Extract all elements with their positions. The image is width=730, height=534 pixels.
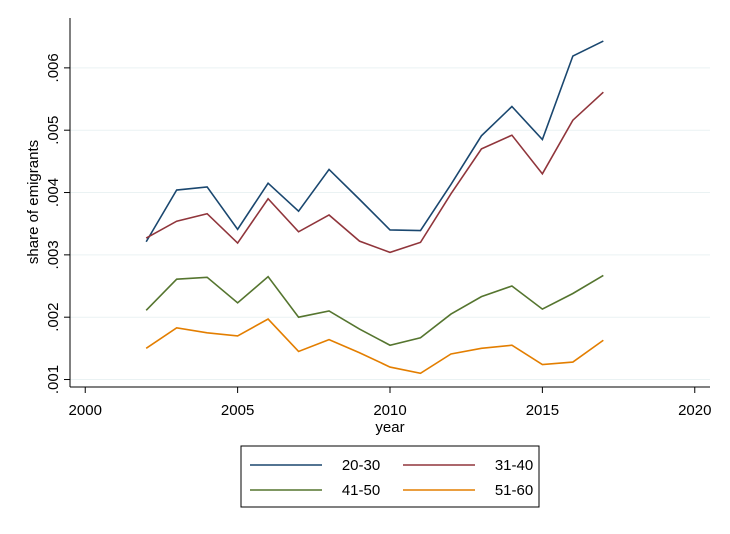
series-line-41-50 bbox=[145, 274, 604, 347]
x-tick-label: 2010 bbox=[373, 402, 406, 419]
y-tick-label: .001 bbox=[45, 365, 62, 394]
x-axis-title: year bbox=[375, 419, 404, 436]
legend-items: 20-30 31-40 41-50 51-60 bbox=[250, 457, 533, 499]
legend-label: 41-50 bbox=[342, 482, 380, 499]
series-line-20-30 bbox=[145, 40, 604, 243]
x-ticks: 2000 2005 2010 2015 2020 bbox=[69, 387, 711, 419]
legend-label: 20-30 bbox=[342, 457, 380, 474]
legend-box bbox=[240, 445, 540, 508]
legend-item: 41-50 bbox=[250, 482, 380, 499]
legend-label: 31-40 bbox=[495, 457, 533, 474]
series-lines bbox=[145, 40, 604, 375]
legend: 20-30 31-40 41-50 51-60 bbox=[240, 445, 540, 508]
legend-item: 31-40 bbox=[403, 457, 533, 474]
y-axis-title: share of emigrants bbox=[25, 140, 42, 264]
series-line-31-40 bbox=[145, 91, 604, 254]
y-tick-label: .006 bbox=[45, 53, 62, 82]
x-tick-label: 2015 bbox=[526, 402, 559, 419]
legend-item: 51-60 bbox=[403, 482, 533, 499]
x-tick-label: 2005 bbox=[221, 402, 254, 419]
legend-item: 20-30 bbox=[250, 457, 380, 474]
series-line-51-60 bbox=[145, 318, 604, 375]
y-tick-label: .003 bbox=[45, 240, 62, 269]
gridlines bbox=[70, 67, 710, 381]
legend-label: 51-60 bbox=[495, 482, 533, 499]
y-tick-label: .004 bbox=[45, 178, 62, 207]
x-tick-label: 2020 bbox=[678, 402, 711, 419]
y-tick-label: .002 bbox=[45, 303, 62, 332]
y-ticks: .001 .002 .003 .004 .005 .006 bbox=[45, 53, 70, 394]
y-tick-label: .005 bbox=[45, 116, 62, 145]
x-tick-label: 2000 bbox=[69, 402, 102, 419]
